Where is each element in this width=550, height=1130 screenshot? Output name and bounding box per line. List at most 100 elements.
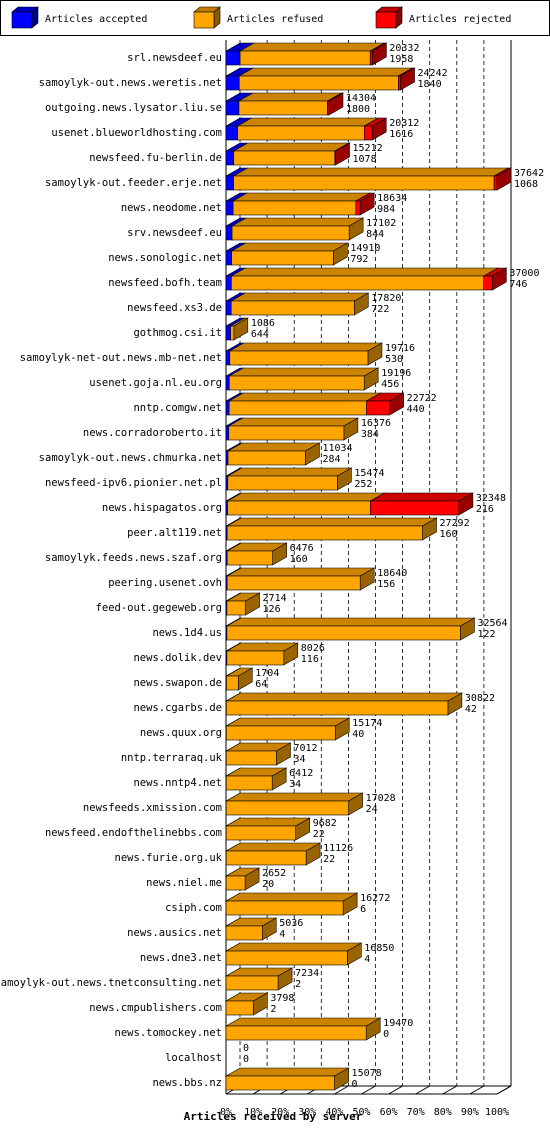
category-label: nntp.comgw.net [133, 402, 222, 414]
bar-segment [226, 442, 321, 466]
total-label: 7234 [295, 968, 319, 979]
category-label: news.cgarbs.de [133, 702, 222, 714]
bar-top [227, 417, 360, 427]
x-tick-label: 60% [380, 1107, 398, 1118]
bar-top [231, 192, 371, 202]
bar-front [225, 875, 246, 891]
total-label: 16376 [361, 418, 391, 429]
bar-front [225, 900, 344, 916]
value-label: 160 [439, 529, 457, 540]
total-label: 11126 [323, 843, 353, 854]
x-tick-label: 10% [244, 1107, 262, 1118]
total-label: 16272 [360, 893, 390, 904]
total-label: 1086 [251, 318, 275, 329]
value-label: 22 [323, 854, 335, 865]
value-label: 722 [371, 304, 389, 315]
category-label: news.sonologic.net [108, 252, 222, 264]
category-label: srv.newsdeef.eu [127, 227, 222, 239]
bar-segment [224, 917, 278, 941]
total-label: 17028 [366, 793, 396, 804]
value-label: 644 [251, 329, 269, 340]
bar-segment [224, 967, 294, 991]
bar-front [237, 125, 365, 141]
category-label: samoylyk-out.feeder.erje.net [45, 177, 222, 189]
bar-front [225, 100, 240, 116]
legend-label: Articles accepted [45, 14, 147, 25]
bar-segment [230, 267, 499, 291]
bar-front [225, 850, 307, 866]
total-label: 3798 [270, 993, 294, 1004]
value-label: 984 [377, 204, 395, 215]
total-label: 19716 [385, 343, 415, 354]
bar-top [232, 142, 350, 152]
value-label: 34 [289, 779, 301, 790]
value-label: 24 [366, 804, 378, 815]
bar-front [334, 150, 336, 166]
bar-segment [225, 717, 351, 741]
bar-front [226, 575, 361, 591]
total-label: 14304 [346, 93, 376, 104]
total-label: 16850 [364, 943, 394, 954]
bar-front [225, 225, 233, 241]
bar-front [225, 775, 273, 791]
bar-segment [363, 117, 388, 141]
category-label: samoylyk.feeds.news.szaf.org [45, 552, 222, 564]
bar-front [225, 750, 277, 766]
bar-segment [225, 592, 261, 616]
x-axis-title: Articles received by server [184, 1110, 363, 1123]
value-label: 40 [352, 729, 364, 740]
category-label: news.swapon.de [133, 677, 222, 689]
value-label: 4 [279, 929, 285, 940]
total-label: 15474 [354, 468, 384, 479]
category-label: outgoing.news.lysator.liu.se [45, 102, 222, 114]
category-label: news.dne3.net [140, 952, 222, 964]
category-label: newsfeed.bofh.team [108, 277, 222, 289]
total-label: 6476 [290, 543, 314, 554]
total-label: 8026 [301, 643, 325, 654]
category-label: srl.newsdeef.eu [127, 52, 222, 64]
bar-top [228, 342, 384, 352]
total-label: 2652 [262, 868, 286, 879]
bar-top [225, 717, 351, 727]
bar-front [227, 450, 306, 466]
category-label: news.quux.org [140, 727, 222, 739]
bar-front [225, 75, 240, 91]
bar-top [224, 942, 363, 952]
bar-segment [225, 617, 476, 641]
bar-segment [238, 42, 386, 66]
bar-top [224, 1017, 382, 1027]
category-label: samoylyk-net-out.news.mb-net.net [20, 352, 222, 364]
total-label: 22722 [407, 393, 437, 404]
bar-front [225, 125, 238, 141]
bar-front [225, 400, 230, 416]
bar-segment [232, 167, 510, 191]
legend-label: Articles refused [227, 14, 323, 25]
bar-front [366, 400, 390, 416]
bar-segment [231, 192, 371, 216]
bar-segment [228, 342, 384, 366]
bar-front [225, 375, 230, 391]
value-label: 0 [352, 1079, 358, 1090]
total-label: 18640 [377, 568, 407, 579]
bar-front [232, 200, 357, 216]
x-tick-label: 100% [485, 1107, 509, 1118]
value-label: 0 [383, 1029, 389, 1040]
value-label: 530 [385, 354, 403, 365]
bar-front [225, 300, 232, 316]
bar-front [355, 200, 361, 216]
value-label: 1078 [353, 154, 377, 165]
category-label: news.hispagatos.org [102, 502, 222, 514]
bar-segment [237, 92, 343, 116]
bar-front [327, 100, 330, 116]
bar-top [238, 67, 414, 77]
total-label: 18634 [377, 193, 407, 204]
total-label: 17820 [371, 293, 401, 304]
bar-front [228, 400, 367, 416]
bar-segment [225, 667, 254, 691]
category-label: news.dolik.dev [133, 652, 222, 664]
value-label: 284 [322, 454, 340, 465]
value-label: 22 [313, 829, 325, 840]
value-label: 844 [366, 229, 384, 240]
bar-segment [227, 417, 360, 441]
